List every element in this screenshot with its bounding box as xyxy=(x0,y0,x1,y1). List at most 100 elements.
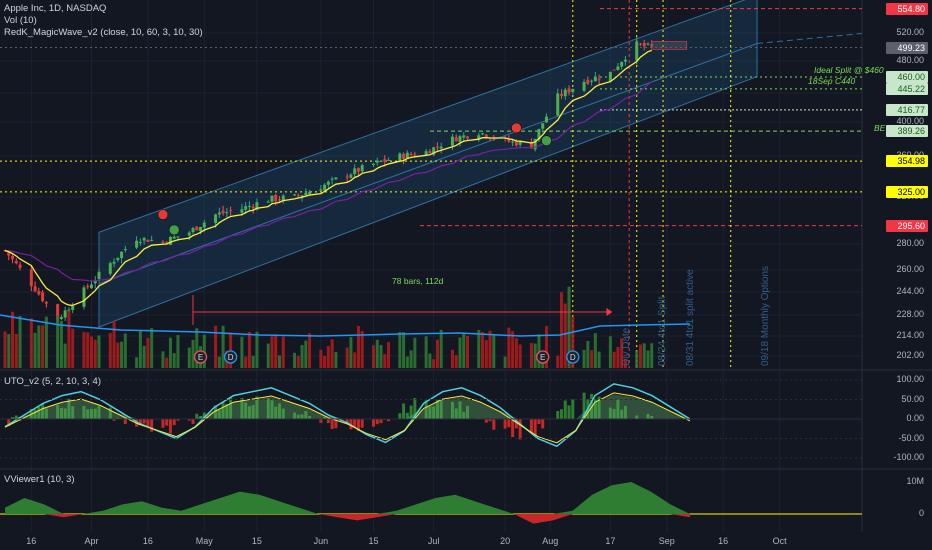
uto-bar xyxy=(398,413,402,419)
uto-bar xyxy=(650,416,654,419)
uto-bar xyxy=(635,415,639,419)
candle-body xyxy=(71,306,75,310)
candle-body xyxy=(402,154,406,159)
candle xyxy=(14,258,18,265)
candle xyxy=(466,135,470,141)
volume-bar xyxy=(274,334,278,368)
candle xyxy=(541,123,545,133)
candle-body xyxy=(7,250,11,256)
volume-bar xyxy=(202,334,206,368)
volume-bar xyxy=(462,332,466,368)
volume-bar xyxy=(623,359,627,368)
candle xyxy=(120,251,124,264)
volume-bar xyxy=(323,355,327,368)
uto-bar xyxy=(458,401,462,419)
candle xyxy=(544,113,548,123)
candle-body xyxy=(612,69,616,71)
candle-body xyxy=(586,79,590,84)
volume-bar xyxy=(229,332,233,368)
volume-bar xyxy=(330,339,334,368)
candle xyxy=(560,89,564,100)
volume-bar xyxy=(533,343,537,368)
candle xyxy=(458,134,462,147)
price-tick-label: 214.00 xyxy=(896,330,924,340)
uto-bar xyxy=(255,396,259,419)
candle-body xyxy=(319,189,323,191)
uto-bar xyxy=(37,406,41,419)
uto-bar xyxy=(563,400,567,419)
vviewer-negative-area xyxy=(5,514,690,524)
candle xyxy=(229,206,233,216)
candle-body xyxy=(108,263,112,274)
uto-bar xyxy=(507,419,511,428)
price-tick-label: 400.00 xyxy=(896,116,924,126)
candle-body xyxy=(353,168,357,175)
volume-bar xyxy=(165,357,169,368)
sep-call-note: 18Sep C440 xyxy=(808,76,856,86)
candle xyxy=(586,76,590,86)
candle-body xyxy=(484,134,488,138)
volume-bar xyxy=(450,349,454,368)
uto-bar xyxy=(529,419,533,434)
volume-bar xyxy=(334,352,338,368)
candle xyxy=(29,265,33,292)
volume-bar xyxy=(439,329,443,368)
volume-bar xyxy=(14,333,18,368)
uto-bar xyxy=(7,419,11,427)
volume-bar xyxy=(511,331,515,368)
candle xyxy=(240,203,244,216)
uto-bar xyxy=(330,419,334,430)
uto-bar xyxy=(150,419,154,432)
candle-body xyxy=(582,81,586,91)
candle xyxy=(356,167,360,176)
uto-bar xyxy=(14,415,18,419)
candle-body xyxy=(571,89,575,93)
event-marker-letter: E xyxy=(198,353,203,362)
candle-body xyxy=(29,269,33,287)
candle-body xyxy=(161,241,165,243)
uto-bar xyxy=(195,413,199,419)
candle-body xyxy=(454,137,458,142)
uto-bar xyxy=(326,419,330,424)
time-tick-label: Apr xyxy=(84,536,99,546)
candle-body xyxy=(56,304,60,321)
volume-bar xyxy=(409,350,413,368)
uto-bar xyxy=(161,419,165,428)
volume-bar xyxy=(597,351,601,368)
uto-bar xyxy=(439,398,443,419)
volume-bar xyxy=(529,342,533,368)
volume-bar xyxy=(217,356,221,368)
uto-bar xyxy=(191,419,195,424)
candle-body xyxy=(323,184,327,191)
volume-bar xyxy=(29,318,33,368)
candle-body xyxy=(135,240,139,248)
volume-bar xyxy=(82,331,86,368)
candle-body xyxy=(560,93,564,96)
uto-bar xyxy=(56,405,60,419)
volume-bar xyxy=(635,350,639,368)
uto-bar xyxy=(97,406,101,419)
candle-body xyxy=(138,241,142,243)
candle xyxy=(308,189,312,195)
candle xyxy=(612,69,616,71)
volume-bar xyxy=(435,339,439,368)
uto-bar xyxy=(221,401,225,419)
vviewer-tick-label: 0 xyxy=(918,508,924,518)
candle xyxy=(518,140,522,149)
candle-body xyxy=(608,71,612,82)
candle-body xyxy=(266,201,270,203)
candle xyxy=(172,234,176,240)
volume-bar xyxy=(620,338,624,368)
volume-bar xyxy=(112,320,116,368)
uto-bar xyxy=(612,408,616,419)
volume-bar xyxy=(214,325,218,368)
candle xyxy=(556,88,560,117)
volume-bar xyxy=(507,327,511,368)
uto-bar xyxy=(409,405,413,419)
volume-bar xyxy=(646,350,650,368)
uto-bar xyxy=(620,409,624,419)
candle-body xyxy=(507,139,511,142)
volume-bar xyxy=(142,345,146,368)
signal-dot xyxy=(511,122,522,134)
